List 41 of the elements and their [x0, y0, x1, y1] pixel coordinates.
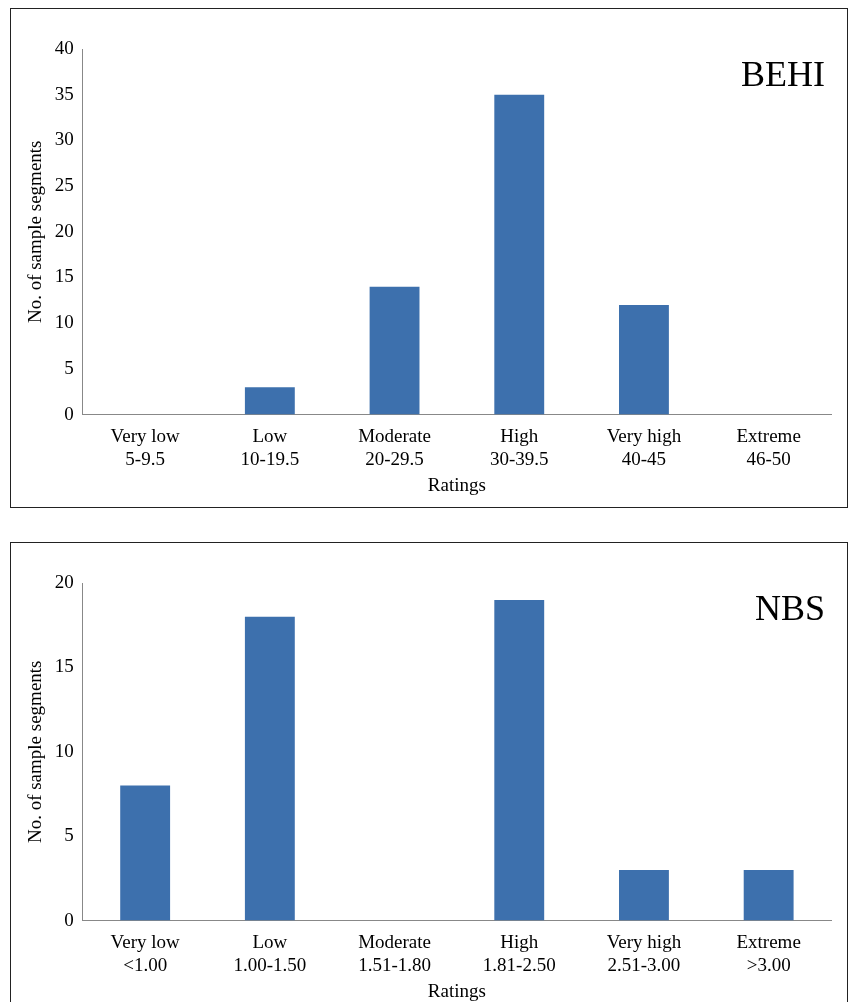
- bar: [619, 304, 669, 415]
- x-tick-label: Moderate 1.51-1.80: [358, 930, 431, 975]
- y-tick-label: 30: [54, 128, 74, 150]
- chart-title: BEHI: [741, 54, 825, 95]
- y-tick-label: 0: [64, 908, 74, 930]
- x-tick-label: Extreme 46-50: [736, 424, 801, 469]
- bar: [743, 869, 794, 921]
- x-tick-label: High 30-39.5: [489, 424, 549, 469]
- y-axis-title: No. of sample segments: [24, 660, 46, 844]
- bar: [494, 94, 545, 415]
- y-tick-label: 0: [64, 402, 74, 424]
- y-tick-label: 35: [54, 82, 74, 104]
- x-tick-label: Very high 2.51-3.00: [606, 930, 682, 975]
- y-tick-label: 20: [54, 219, 74, 241]
- x-axis-title: Ratings: [427, 979, 486, 1001]
- y-tick-label: 15: [54, 265, 74, 287]
- bar: [369, 286, 420, 415]
- x-tick-label: Very low 5-9.5: [110, 424, 180, 469]
- y-tick-label: 5: [64, 356, 74, 378]
- x-tick-label: Low 10-19.5: [240, 424, 300, 469]
- x-tick-label: High 1.81-2.50: [482, 930, 556, 975]
- x-tick-label: Very low <1.00: [110, 930, 180, 975]
- y-tick-label: 10: [54, 311, 74, 333]
- bar: [244, 616, 295, 921]
- chart-title: NBS: [754, 588, 825, 629]
- y-tick-label: 15: [54, 655, 74, 677]
- y-tick-label: 5: [64, 824, 74, 846]
- y-axis-title: No. of sample segments: [24, 140, 46, 324]
- x-axis-title: Ratings: [427, 473, 486, 495]
- bar: [494, 599, 545, 921]
- x-tick-label: Extreme >3.00: [736, 930, 801, 975]
- y-tick-label: 20: [54, 570, 74, 592]
- bar: [120, 785, 171, 921]
- x-tick-label: Low 1.00-1.50: [233, 930, 307, 975]
- y-tick-label: 10: [54, 739, 74, 761]
- x-tick-label: Moderate 20-29.5: [358, 424, 431, 469]
- y-tick-label: 40: [54, 36, 74, 58]
- y-tick-label: 25: [54, 174, 74, 196]
- bar: [619, 869, 669, 921]
- bar: [244, 387, 295, 415]
- x-tick-label: Very high 40-45: [606, 424, 682, 469]
